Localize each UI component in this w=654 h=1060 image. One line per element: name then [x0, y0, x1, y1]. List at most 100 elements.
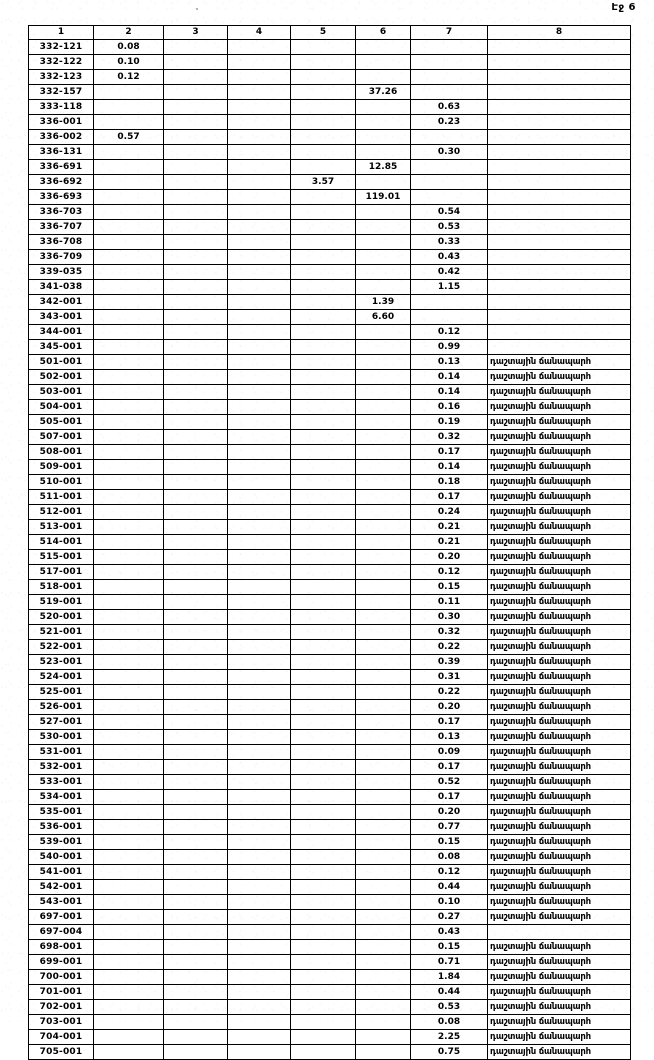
table-row: 339-035 0.42	[28, 264, 631, 280]
description-cell: դաշտային ճանապարհ	[487, 474, 631, 490]
description-text: դաշտային ճանապարհ	[490, 701, 591, 712]
table-row: 513-001 0.21 դաշտային ճանապարհ	[28, 519, 631, 535]
parcel-code-cell: 336-707	[28, 219, 94, 235]
value-cell-col3	[163, 1029, 228, 1045]
parcel-code-cell: 332-123	[28, 69, 94, 85]
table-row: 699-001 0.71 դաշտային ճանապարհ	[28, 954, 631, 970]
parcel-code-cell: 336-691	[28, 159, 94, 175]
value-cell-col5	[290, 639, 356, 655]
value-cell-col7: 0.19	[410, 414, 488, 430]
value-cell-col5	[290, 534, 356, 550]
parcel-code-cell: 701-001	[28, 984, 94, 1000]
parcel-code-cell: 705-001	[28, 1044, 94, 1060]
value-cell-col3	[163, 219, 228, 235]
value-cell-col3	[163, 174, 228, 190]
value-cell-col5	[290, 414, 356, 430]
parcel-code-cell: 525-001	[28, 684, 94, 700]
value-cell-col4	[227, 939, 291, 955]
value-cell-col6	[355, 894, 411, 910]
value-cell-col4	[227, 684, 291, 700]
table-row: 511-001 0.17 դաշտային ճանապարհ	[28, 489, 631, 505]
value-cell-col5	[290, 264, 356, 280]
value-cell-col6	[355, 264, 411, 280]
table-row: 526-001 0.20 դաշտային ճանապարհ	[28, 699, 631, 715]
value-cell-col7: 0.09	[410, 744, 488, 760]
value-cell-col2	[93, 234, 164, 250]
value-cell-col6	[355, 939, 411, 955]
table-row: 336-708 0.33	[28, 234, 631, 250]
value-cell-col2	[93, 369, 164, 385]
value-cell-col4	[227, 624, 291, 640]
value-cell-col3	[163, 924, 228, 940]
value-cell-col3	[163, 294, 228, 310]
value-cell-col4	[227, 1044, 291, 1060]
value-cell-col7: 0.11	[410, 594, 488, 610]
value-cell-col4	[227, 849, 291, 865]
column-header-2: 2	[93, 25, 164, 40]
value-cell-col6	[355, 639, 411, 655]
value-cell-col3	[163, 474, 228, 490]
table-row: 536-001 0.77 դաշտային ճանապարհ	[28, 819, 631, 835]
value-cell-col7: 0.18	[410, 474, 488, 490]
value-cell-col6	[355, 144, 411, 160]
value-cell-col4	[227, 429, 291, 445]
value-cell-col7: 0.17	[410, 759, 488, 775]
value-cell-col7: 0.17	[410, 714, 488, 730]
value-cell-col6: 119.01	[355, 189, 411, 205]
parcel-code-cell: 342-001	[28, 294, 94, 310]
value-cell-col5	[290, 159, 356, 175]
value-cell-col3	[163, 714, 228, 730]
table-row: 502-001 0.14 դաշտային ճանապարհ	[28, 369, 631, 385]
description-text: դաշտային ճանապարհ	[490, 746, 591, 757]
value-cell-col6	[355, 444, 411, 460]
value-cell-col4	[227, 69, 291, 85]
parcel-code-cell: 520-001	[28, 609, 94, 625]
value-cell-col7: 1.84	[410, 969, 488, 985]
parcel-code-cell: 502-001	[28, 369, 94, 385]
parcel-code-cell: 534-001	[28, 789, 94, 805]
value-cell-col2	[93, 744, 164, 760]
value-cell-col5	[290, 804, 356, 820]
description-cell: դաշտային ճանապարհ	[487, 729, 631, 745]
land-parcel-table: 1 2 3 4 5 6 7 8 332-121 0.08 332-122 0.10 33…	[28, 25, 631, 1060]
value-cell-col7: 0.44	[410, 984, 488, 1000]
value-cell-col2	[93, 534, 164, 550]
value-cell-col3	[163, 654, 228, 670]
description-text: դաշտային ճանապարհ	[490, 626, 591, 637]
description-cell: դաշտային ճանապարհ	[487, 744, 631, 760]
value-cell-col4	[227, 534, 291, 550]
description-cell	[487, 294, 631, 310]
column-header-5: 5	[290, 25, 356, 40]
description-cell	[487, 159, 631, 175]
parcel-code-cell: 333-118	[28, 99, 94, 115]
value-cell-col7: 0.99	[410, 339, 488, 355]
value-cell-col3	[163, 684, 228, 700]
value-cell-col7: 0.14	[410, 459, 488, 475]
value-cell-col5	[290, 729, 356, 745]
description-cell: դաշտային ճանապարհ	[487, 699, 631, 715]
table-row: 521-001 0.32 դաշտային ճանապարհ	[28, 624, 631, 640]
parcel-code-cell: 341-038	[28, 279, 94, 295]
value-cell-col5	[290, 714, 356, 730]
value-cell-col6	[355, 234, 411, 250]
value-cell-col2	[93, 429, 164, 445]
value-cell-col4	[227, 444, 291, 460]
description-text: դաշտային ճանապարհ	[490, 641, 591, 652]
value-cell-col3	[163, 909, 228, 925]
value-cell-col4	[227, 999, 291, 1015]
value-cell-col6	[355, 609, 411, 625]
table-row: 525-001 0.22 դաշտային ճանապարհ	[28, 684, 631, 700]
value-cell-col2	[93, 504, 164, 520]
value-cell-col6	[355, 504, 411, 520]
parcel-code-cell: 535-001	[28, 804, 94, 820]
value-cell-col4	[227, 654, 291, 670]
value-cell-col6	[355, 429, 411, 445]
value-cell-col6	[355, 1014, 411, 1030]
value-cell-col5	[290, 549, 356, 565]
value-cell-col6	[355, 969, 411, 985]
table-row: 697-004 0.43	[28, 924, 631, 940]
value-cell-col4	[227, 894, 291, 910]
parcel-code-cell: 509-001	[28, 459, 94, 475]
value-cell-col3	[163, 564, 228, 580]
value-cell-col5	[290, 279, 356, 295]
